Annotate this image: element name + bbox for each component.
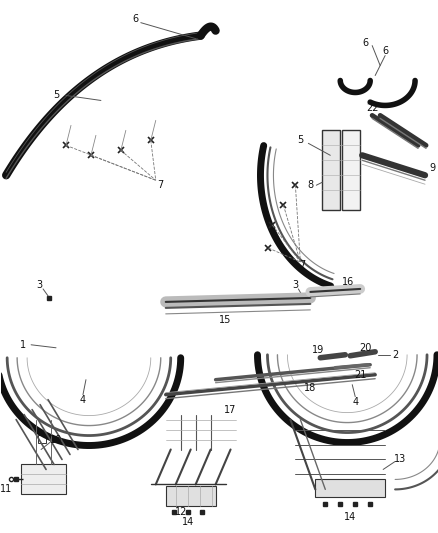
Text: 3: 3 <box>292 280 298 290</box>
Bar <box>342 131 360 210</box>
Text: 2: 2 <box>392 350 398 360</box>
Text: 20: 20 <box>359 343 371 353</box>
Text: 5: 5 <box>297 135 304 146</box>
Text: 10: 10 <box>50 434 62 445</box>
Text: 3: 3 <box>36 280 42 290</box>
Text: 22: 22 <box>366 103 378 114</box>
Text: 6: 6 <box>133 14 139 23</box>
Text: 9: 9 <box>429 163 435 173</box>
Bar <box>38 434 46 442</box>
Text: 6: 6 <box>362 38 368 47</box>
Text: 17: 17 <box>224 405 237 415</box>
Text: 6: 6 <box>382 46 388 55</box>
Text: 4: 4 <box>80 394 86 405</box>
Text: 4: 4 <box>352 397 358 407</box>
Text: 8: 8 <box>307 180 314 190</box>
Text: 19: 19 <box>312 345 325 355</box>
Text: 21: 21 <box>354 370 367 379</box>
Text: 18: 18 <box>304 383 317 393</box>
Text: 11: 11 <box>0 484 12 495</box>
Text: 1: 1 <box>20 340 26 350</box>
Text: 14: 14 <box>344 512 357 522</box>
Text: 5: 5 <box>53 91 59 100</box>
Text: 16: 16 <box>342 277 354 287</box>
Text: 7: 7 <box>158 180 164 190</box>
Bar <box>322 131 340 210</box>
Text: 12: 12 <box>174 507 187 518</box>
Bar <box>166 487 215 506</box>
Text: 14: 14 <box>182 518 194 527</box>
Text: 7: 7 <box>299 260 305 270</box>
Bar <box>21 464 66 495</box>
Text: 15: 15 <box>219 315 232 325</box>
Text: 13: 13 <box>394 455 406 464</box>
Bar <box>315 479 385 497</box>
